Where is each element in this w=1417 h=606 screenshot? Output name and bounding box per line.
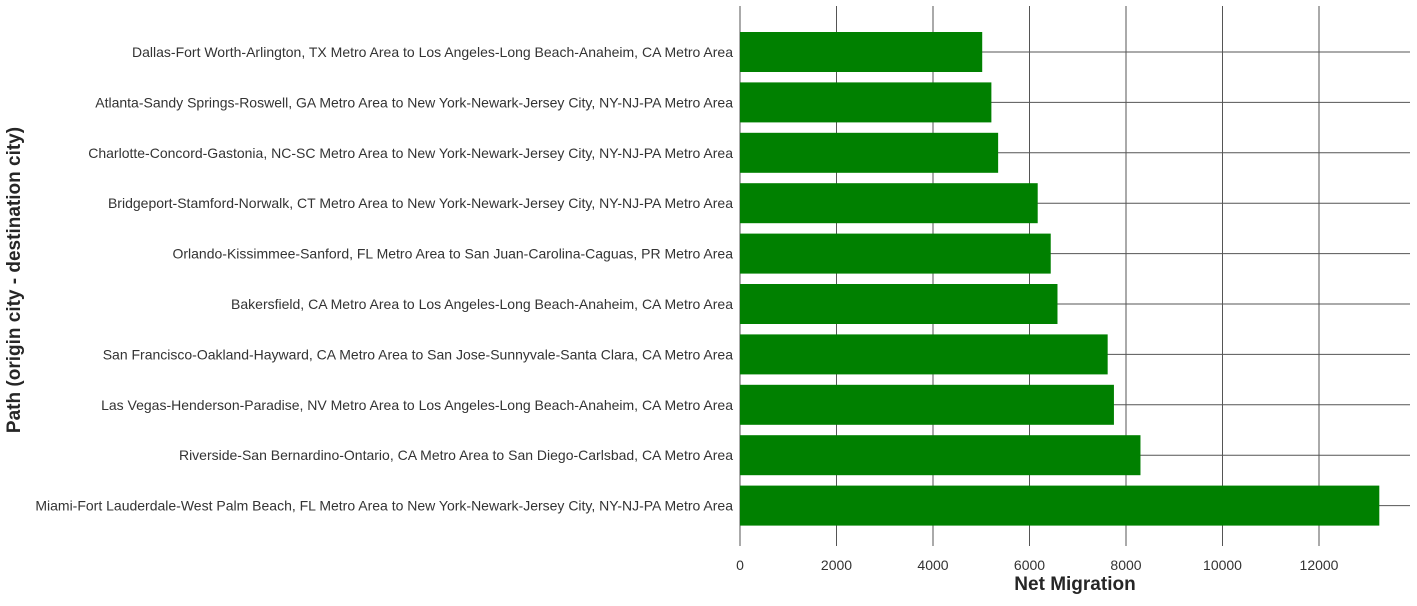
y-tick-label: Atlanta-Sandy Springs-Roswell, GA Metro … [95,94,733,110]
x-axis-title: Net Migration [1014,574,1135,595]
y-tick-label: Bridgeport-Stamford-Norwalk, CT Metro Ar… [108,195,733,211]
x-tick-label: 0 [736,557,744,573]
y-tick-labels: Dallas-Fort Worth-Arlington, TX Metro Ar… [35,44,733,514]
y-tick-label: Charlotte-Concord-Gastonia, NC-SC Metro … [88,145,733,161]
bar [740,485,1380,526]
x-tick-label: 10000 [1203,557,1242,573]
bar [740,132,999,173]
bar [740,233,1051,274]
bar [740,334,1108,375]
bar [740,82,992,123]
y-tick-label: Riverside-San Bernardino-Ontario, CA Met… [179,447,733,463]
bar [740,384,1114,425]
y-tick-label: Orlando-Kissimmee-Sanford, FL Metro Area… [172,246,733,262]
x-tick-label: 12000 [1300,557,1339,573]
y-tick-label: Miami-Fort Lauderdale-West Palm Beach, F… [35,498,733,514]
bar [740,435,1141,476]
y-axis-title: Path (origin city - destination city) [4,127,25,433]
x-tick-label: 2000 [821,557,852,573]
bar [740,32,983,72]
bar [740,183,1038,224]
y-tick-label: Las Vegas-Henderson-Paradise, NV Metro A… [101,397,733,413]
y-tick-label: San Francisco-Oakland-Hayward, CA Metro … [103,346,734,362]
x-tick-label: 6000 [1014,557,1045,573]
y-tick-label: Bakersfield, CA Metro Area to Los Angele… [231,296,733,312]
bar [740,284,1058,324]
x-tick-label: 8000 [1110,557,1141,573]
bars-layer [740,32,1380,526]
y-tick-label: Dallas-Fort Worth-Arlington, TX Metro Ar… [132,44,733,60]
x-tick-label: 4000 [917,557,948,573]
x-tick-labels: 0 2000 4000 6000 8000 10000 12000 [736,557,1339,573]
